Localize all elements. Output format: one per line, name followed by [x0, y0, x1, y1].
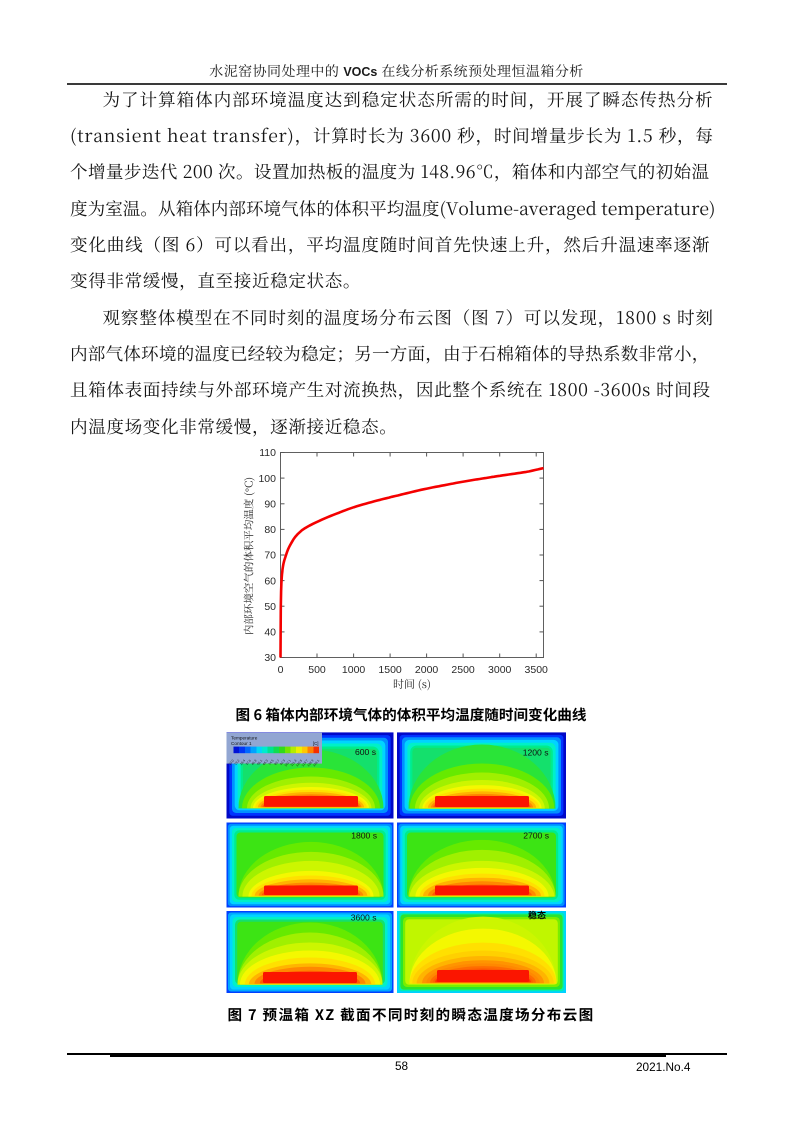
svg-text:10.0: 10.0 — [228, 759, 235, 766]
svg-text:60: 60 — [264, 575, 276, 587]
svg-text:0: 0 — [278, 664, 284, 676]
svg-text:74.5: 74.5 — [268, 759, 275, 766]
svg-text:129.7: 129.7 — [301, 759, 309, 768]
svg-text:Temperature: Temperature — [231, 736, 258, 741]
svg-text:148.1: 148.1 — [312, 759, 320, 768]
svg-text:111.3: 111.3 — [290, 759, 298, 767]
svg-text:138.9: 138.9 — [306, 759, 314, 768]
svg-text:2700 s: 2700 s — [523, 830, 549, 840]
svg-text:50: 50 — [264, 601, 276, 613]
svg-text:500: 500 — [308, 664, 326, 676]
svg-text:600 s: 600 s — [355, 747, 376, 757]
svg-text:时间 (s): 时间 (s) — [393, 676, 431, 692]
svg-text:46.8: 46.8 — [251, 759, 258, 766]
svg-text:40: 40 — [264, 627, 276, 639]
svg-text:1000: 1000 — [342, 664, 366, 676]
svg-text:[C]: [C] — [313, 741, 319, 746]
svg-text:2500: 2500 — [451, 664, 475, 676]
svg-text:30: 30 — [264, 652, 276, 664]
svg-text:1800 s: 1800 s — [351, 830, 377, 840]
svg-text:Contour 1: Contour 1 — [231, 741, 252, 746]
svg-text:37.6: 37.6 — [245, 759, 252, 766]
svg-text:2000: 2000 — [415, 664, 439, 676]
svg-text:28.4: 28.4 — [239, 759, 246, 766]
svg-text:65.3: 65.3 — [262, 759, 269, 766]
svg-text:102.1: 102.1 — [284, 759, 292, 768]
svg-text:70: 70 — [264, 550, 276, 562]
svg-text:83.7: 83.7 — [273, 759, 280, 766]
svg-text:56.1: 56.1 — [256, 759, 263, 766]
svg-text:110: 110 — [259, 447, 276, 459]
svg-text:内部环境空气的体积平均温度 (°C): 内部环境空气的体积平均温度 (°C) — [242, 477, 257, 635]
svg-text:100: 100 — [258, 473, 276, 485]
svg-text:1500: 1500 — [378, 664, 402, 676]
svg-text:1200 s: 1200 s — [523, 747, 549, 757]
svg-text:92.9: 92.9 — [279, 759, 286, 766]
svg-text:3000: 3000 — [488, 664, 512, 676]
svg-text:稳态: 稳态 — [528, 909, 546, 922]
svg-text:3600 s: 3600 s — [351, 913, 377, 923]
svg-text:120.5: 120.5 — [295, 759, 303, 768]
svg-text:19.2: 19.2 — [233, 759, 240, 766]
svg-text:3500: 3500 — [525, 664, 549, 676]
svg-text:90: 90 — [264, 498, 276, 510]
svg-text:80: 80 — [264, 524, 276, 536]
